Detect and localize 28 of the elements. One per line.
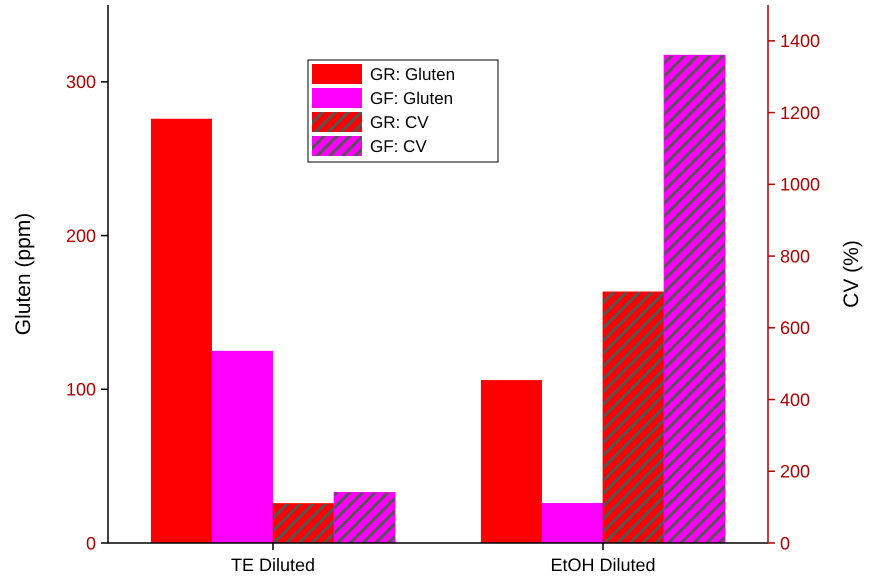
y2-tick-label: 1000 [780,174,820,195]
y-tick-label: 200 [66,226,96,246]
y-tick-label: 0 [86,533,96,554]
legend-label: GR: CV [370,112,430,132]
y2-tick-label: 200 [780,462,810,482]
y2-tick-label: 400 [780,390,810,410]
bar [602,292,664,544]
y-tick-label: 100 [66,380,96,400]
legend-label: GF: CV [370,136,428,156]
bar [212,350,273,543]
y-tick-label: 300 [66,72,96,92]
y2-tick-label: 1400 [780,31,820,52]
bar [272,503,334,544]
bar [334,492,396,544]
y2-axis-title: CV (%) [840,240,863,308]
y2-tick-label: 0 [780,533,790,554]
bar [480,380,542,543]
x-tick-label: TE Diluted [230,555,316,575]
legend-label: GR: Gluten [370,64,456,84]
y2-tick-label: 1200 [780,102,820,123]
bar [664,54,726,544]
y2-tick-label: 800 [780,246,810,266]
x-tick-label: EtOH Diluted [550,555,656,575]
y2-tick-label: 600 [780,318,810,338]
y-axis-title: Gluten (ppm) [12,212,35,336]
bar [542,503,603,543]
legend-label: GF: Gluten [370,88,454,108]
bar [150,118,212,543]
